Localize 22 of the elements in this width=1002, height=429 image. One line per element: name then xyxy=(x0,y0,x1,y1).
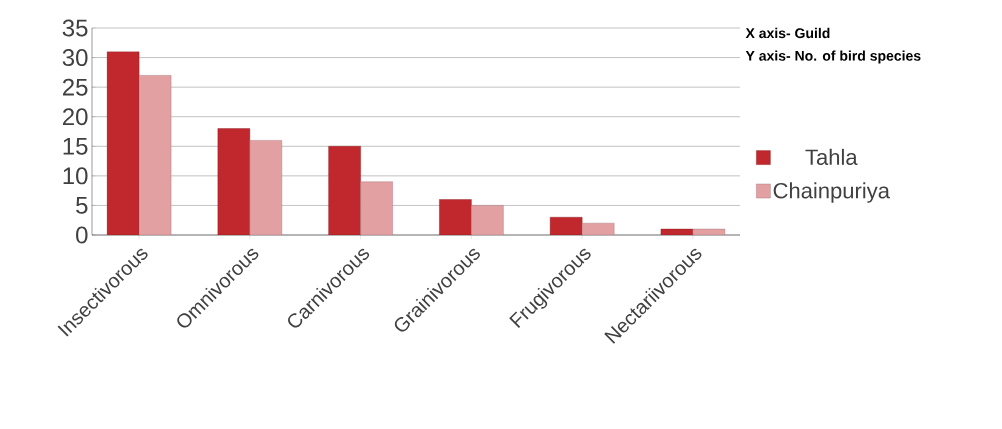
y-tick-label: 5 xyxy=(76,197,88,214)
bar xyxy=(471,205,504,235)
bar xyxy=(360,181,393,235)
y-tick-label: 0 xyxy=(76,226,88,244)
legend-label: Chainpuriya xyxy=(773,182,890,203)
bar xyxy=(328,146,361,235)
y-tick-label: 35 xyxy=(62,19,88,37)
bar xyxy=(439,199,472,235)
text: X axis- Guild xyxy=(745,27,830,39)
y-tick-label: 15 xyxy=(63,137,88,155)
bar xyxy=(217,128,251,235)
y-tick-label: 25 xyxy=(62,78,88,96)
bar xyxy=(106,51,140,235)
y-tick-label: 10 xyxy=(63,167,88,185)
text: Y axis- No. of bird species xyxy=(745,50,921,64)
bar xyxy=(549,217,583,235)
bar xyxy=(249,140,283,235)
y-tick-label: 20 xyxy=(62,108,88,126)
bar xyxy=(660,228,694,235)
legend-label: Tahla xyxy=(805,148,858,166)
bar xyxy=(138,75,172,235)
y-tick-label: 30 xyxy=(62,49,88,67)
